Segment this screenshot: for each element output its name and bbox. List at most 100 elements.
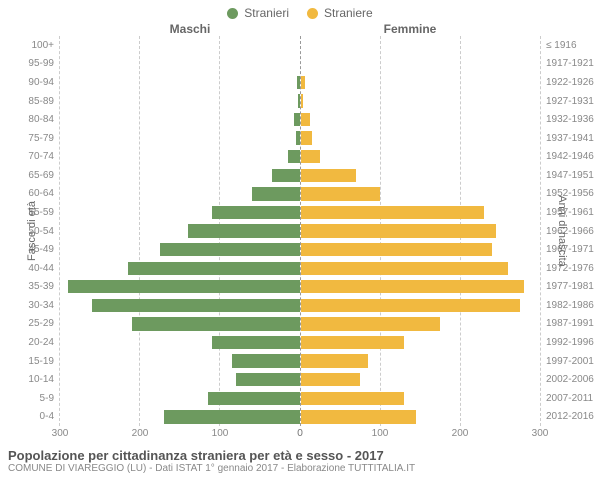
birth-year-label: 1987-1991 bbox=[546, 315, 596, 334]
chart-subtitle: COMUNE DI VIAREGGIO (LU) - Dati ISTAT 1°… bbox=[8, 463, 592, 474]
x-tick-label: 200 bbox=[452, 428, 469, 439]
male-bar bbox=[252, 187, 300, 200]
bar-row bbox=[60, 55, 300, 74]
birth-year-label: 2007-2011 bbox=[546, 389, 596, 408]
legend-item: Straniere bbox=[307, 6, 373, 20]
bar-row bbox=[60, 408, 300, 427]
bar-row bbox=[60, 333, 300, 352]
x-tick-label: 200 bbox=[132, 428, 149, 439]
female-bar bbox=[301, 317, 441, 330]
male-bar bbox=[188, 224, 300, 237]
bar-row bbox=[301, 315, 541, 334]
male-bar bbox=[92, 299, 300, 312]
legend-swatch bbox=[227, 8, 238, 19]
birth-year-label: 1972-1976 bbox=[546, 259, 596, 278]
bar-row bbox=[301, 296, 541, 315]
bar-row bbox=[301, 389, 541, 408]
birth-year-label: 1952-1956 bbox=[546, 185, 596, 204]
bar-row bbox=[301, 147, 541, 166]
bar-row bbox=[60, 370, 300, 389]
age-group-label: 5-9 bbox=[4, 389, 54, 408]
male-bar bbox=[68, 280, 300, 293]
male-bar bbox=[296, 131, 300, 144]
y-axis-birth-years: ≤ 19161917-19211922-19261927-19311932-19… bbox=[540, 36, 596, 426]
y-axis-label-right: Anni di nascita bbox=[556, 195, 568, 267]
bar-row bbox=[60, 352, 300, 371]
birth-year-label: 1927-1931 bbox=[546, 92, 596, 111]
bar-row bbox=[301, 92, 541, 111]
bar-row bbox=[301, 36, 541, 55]
age-group-label: 20-24 bbox=[4, 333, 54, 352]
female-bar bbox=[301, 169, 357, 182]
birth-year-label: 2012-2016 bbox=[546, 408, 596, 427]
chart-footer: Popolazione per cittadinanza straniera p… bbox=[0, 444, 600, 474]
bar-row bbox=[301, 408, 541, 427]
male-bar bbox=[288, 150, 300, 163]
male-bar bbox=[294, 113, 300, 126]
bar-row bbox=[60, 110, 300, 129]
x-tick-label: 300 bbox=[532, 428, 549, 439]
age-group-label: 40-44 bbox=[4, 259, 54, 278]
female-bar bbox=[301, 131, 313, 144]
birth-year-label: 1932-1936 bbox=[546, 110, 596, 129]
birth-year-label: 1917-1921 bbox=[546, 55, 596, 74]
female-bar bbox=[301, 113, 311, 126]
bar-row bbox=[60, 73, 300, 92]
bar-row bbox=[60, 278, 300, 297]
x-tick-label: 300 bbox=[52, 428, 69, 439]
x-tick-label: 100 bbox=[212, 428, 229, 439]
plot-area bbox=[60, 36, 540, 426]
age-group-label: 95-99 bbox=[4, 55, 54, 74]
female-bar bbox=[301, 224, 497, 237]
female-bar bbox=[301, 299, 521, 312]
male-bar bbox=[236, 373, 300, 386]
age-group-label: 80-84 bbox=[4, 110, 54, 129]
male-bar bbox=[160, 243, 300, 256]
column-headers: Maschi Femmine bbox=[0, 22, 600, 36]
bar-row bbox=[301, 203, 541, 222]
male-bar bbox=[132, 317, 300, 330]
birth-year-label: 1977-1981 bbox=[546, 278, 596, 297]
male-bar bbox=[164, 410, 300, 423]
birth-year-label: 1982-1986 bbox=[546, 296, 596, 315]
bar-row bbox=[301, 333, 541, 352]
bar-row bbox=[60, 185, 300, 204]
bar-row bbox=[301, 129, 541, 148]
birth-year-label: 2002-2006 bbox=[546, 370, 596, 389]
bar-row bbox=[60, 259, 300, 278]
birth-year-label: 1967-1971 bbox=[546, 240, 596, 259]
legend-label: Stranieri bbox=[244, 6, 289, 20]
female-bar bbox=[301, 280, 525, 293]
col-header-right: Femmine bbox=[300, 22, 520, 36]
bar-row bbox=[301, 73, 541, 92]
female-bar bbox=[301, 373, 361, 386]
legend-swatch bbox=[307, 8, 318, 19]
x-axis-left: 3002001000 bbox=[60, 426, 300, 444]
age-group-label: 90-94 bbox=[4, 73, 54, 92]
legend: Stranieri Straniere bbox=[0, 0, 600, 22]
bar-row bbox=[301, 352, 541, 371]
population-pyramid-chart: Fasce di età 100+95-9990-9485-8980-8475-… bbox=[0, 36, 600, 426]
female-bar bbox=[301, 206, 485, 219]
male-bar bbox=[297, 76, 299, 89]
female-bar bbox=[301, 187, 381, 200]
birth-year-label: 1962-1966 bbox=[546, 222, 596, 241]
legend-label: Straniere bbox=[324, 6, 373, 20]
bar-row bbox=[60, 296, 300, 315]
male-bar bbox=[208, 392, 300, 405]
y-axis-label-left: Fasce di età bbox=[26, 201, 38, 261]
x-tick-label: 100 bbox=[372, 428, 389, 439]
female-half bbox=[301, 36, 541, 426]
bar-row bbox=[301, 240, 541, 259]
age-group-label: 30-34 bbox=[4, 296, 54, 315]
grid-line bbox=[540, 36, 541, 426]
age-group-label: 35-39 bbox=[4, 278, 54, 297]
birth-year-label: 1997-2001 bbox=[546, 352, 596, 371]
female-bar bbox=[301, 354, 369, 367]
bar-row bbox=[301, 222, 541, 241]
male-bar bbox=[298, 94, 300, 107]
chart-title: Popolazione per cittadinanza straniera p… bbox=[8, 448, 592, 463]
birth-year-label: ≤ 1916 bbox=[546, 36, 596, 55]
female-bar bbox=[301, 410, 417, 423]
bar-row bbox=[60, 36, 300, 55]
